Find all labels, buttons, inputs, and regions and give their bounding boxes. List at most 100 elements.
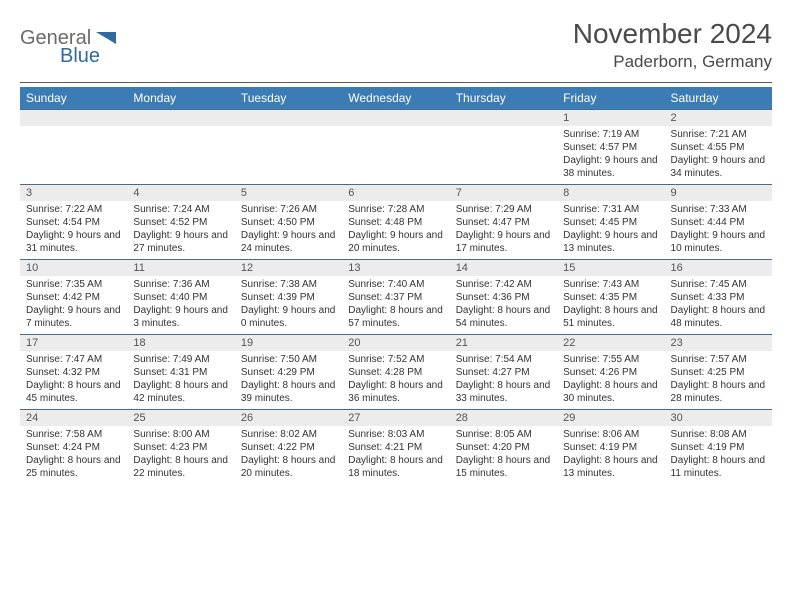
day-details: Sunrise: 7:26 AMSunset: 4:50 PMDaylight:… bbox=[235, 201, 342, 259]
day-number: 26 bbox=[235, 410, 342, 426]
sunrise-text: Sunrise: 7:49 AM bbox=[133, 353, 228, 366]
sunset-text: Sunset: 4:24 PM bbox=[26, 441, 121, 454]
calendar-cell: 8Sunrise: 7:31 AMSunset: 4:45 PMDaylight… bbox=[557, 185, 664, 260]
day-number: 17 bbox=[20, 335, 127, 351]
day-details: Sunrise: 8:05 AMSunset: 4:20 PMDaylight:… bbox=[450, 426, 557, 484]
daylight-text: Daylight: 8 hours and 11 minutes. bbox=[671, 454, 766, 480]
daylight-text: Daylight: 9 hours and 0 minutes. bbox=[241, 304, 336, 330]
calendar-cell bbox=[235, 110, 342, 185]
day-details bbox=[127, 126, 234, 178]
day-number: 21 bbox=[450, 335, 557, 351]
day-number: 5 bbox=[235, 185, 342, 201]
calendar-cell bbox=[450, 110, 557, 185]
day-number: 12 bbox=[235, 260, 342, 276]
day-details: Sunrise: 8:08 AMSunset: 4:19 PMDaylight:… bbox=[665, 426, 772, 484]
calendar-cell: 5Sunrise: 7:26 AMSunset: 4:50 PMDaylight… bbox=[235, 185, 342, 260]
daylight-text: Daylight: 8 hours and 51 minutes. bbox=[563, 304, 658, 330]
calendar-cell: 9Sunrise: 7:33 AMSunset: 4:44 PMDaylight… bbox=[665, 185, 772, 260]
day-number: 27 bbox=[342, 410, 449, 426]
calendar-cell: 29Sunrise: 8:06 AMSunset: 4:19 PMDayligh… bbox=[557, 410, 664, 485]
sunset-text: Sunset: 4:25 PM bbox=[671, 366, 766, 379]
daylight-text: Daylight: 9 hours and 20 minutes. bbox=[348, 229, 443, 255]
day-details: Sunrise: 7:49 AMSunset: 4:31 PMDaylight:… bbox=[127, 351, 234, 409]
day-number: 14 bbox=[450, 260, 557, 276]
day-details: Sunrise: 7:19 AMSunset: 4:57 PMDaylight:… bbox=[557, 126, 664, 184]
sunrise-text: Sunrise: 7:54 AM bbox=[456, 353, 551, 366]
sunrise-text: Sunrise: 7:40 AM bbox=[348, 278, 443, 291]
sunrise-text: Sunrise: 7:26 AM bbox=[241, 203, 336, 216]
day-details: Sunrise: 7:22 AMSunset: 4:54 PMDaylight:… bbox=[20, 201, 127, 259]
sunrise-text: Sunrise: 7:35 AM bbox=[26, 278, 121, 291]
day-details: Sunrise: 7:54 AMSunset: 4:27 PMDaylight:… bbox=[450, 351, 557, 409]
day-details: Sunrise: 7:47 AMSunset: 4:32 PMDaylight:… bbox=[20, 351, 127, 409]
calendar-cell: 21Sunrise: 7:54 AMSunset: 4:27 PMDayligh… bbox=[450, 335, 557, 410]
logo-word2: Blue bbox=[60, 45, 100, 64]
page-header: General Blue November 2024 Paderborn, Ge… bbox=[20, 18, 772, 72]
month-title: November 2024 bbox=[573, 18, 772, 50]
day-header: Monday bbox=[127, 87, 234, 110]
calendar-cell: 12Sunrise: 7:38 AMSunset: 4:39 PMDayligh… bbox=[235, 260, 342, 335]
day-details: Sunrise: 7:58 AMSunset: 4:24 PMDaylight:… bbox=[20, 426, 127, 484]
day-number: 28 bbox=[450, 410, 557, 426]
sunset-text: Sunset: 4:23 PM bbox=[133, 441, 228, 454]
calendar-cell: 25Sunrise: 8:00 AMSunset: 4:23 PMDayligh… bbox=[127, 410, 234, 485]
calendar-cell: 17Sunrise: 7:47 AMSunset: 4:32 PMDayligh… bbox=[20, 335, 127, 410]
calendar-cell: 3Sunrise: 7:22 AMSunset: 4:54 PMDaylight… bbox=[20, 185, 127, 260]
day-details: Sunrise: 7:55 AMSunset: 4:26 PMDaylight:… bbox=[557, 351, 664, 409]
sunset-text: Sunset: 4:33 PM bbox=[671, 291, 766, 304]
day-number: 29 bbox=[557, 410, 664, 426]
calendar-cell: 24Sunrise: 7:58 AMSunset: 4:24 PMDayligh… bbox=[20, 410, 127, 485]
sunset-text: Sunset: 4:52 PM bbox=[133, 216, 228, 229]
calendar-cell: 28Sunrise: 8:05 AMSunset: 4:20 PMDayligh… bbox=[450, 410, 557, 485]
day-number bbox=[20, 110, 127, 126]
daylight-text: Daylight: 8 hours and 39 minutes. bbox=[241, 379, 336, 405]
day-number: 22 bbox=[557, 335, 664, 351]
day-details: Sunrise: 7:24 AMSunset: 4:52 PMDaylight:… bbox=[127, 201, 234, 259]
sunrise-text: Sunrise: 7:43 AM bbox=[563, 278, 658, 291]
day-number: 6 bbox=[342, 185, 449, 201]
day-number: 16 bbox=[665, 260, 772, 276]
sunset-text: Sunset: 4:27 PM bbox=[456, 366, 551, 379]
sunset-text: Sunset: 4:19 PM bbox=[671, 441, 766, 454]
day-details bbox=[20, 126, 127, 178]
sunrise-text: Sunrise: 7:31 AM bbox=[563, 203, 658, 216]
daylight-text: Daylight: 8 hours and 48 minutes. bbox=[671, 304, 766, 330]
day-details: Sunrise: 7:33 AMSunset: 4:44 PMDaylight:… bbox=[665, 201, 772, 259]
daylight-text: Daylight: 9 hours and 34 minutes. bbox=[671, 154, 766, 180]
sunset-text: Sunset: 4:32 PM bbox=[26, 366, 121, 379]
sunrise-text: Sunrise: 8:08 AM bbox=[671, 428, 766, 441]
calendar-cell: 18Sunrise: 7:49 AMSunset: 4:31 PMDayligh… bbox=[127, 335, 234, 410]
day-number bbox=[450, 110, 557, 126]
calendar-cell: 13Sunrise: 7:40 AMSunset: 4:37 PMDayligh… bbox=[342, 260, 449, 335]
sunset-text: Sunset: 4:36 PM bbox=[456, 291, 551, 304]
daylight-text: Daylight: 9 hours and 31 minutes. bbox=[26, 229, 121, 255]
calendar-cell: 16 Sunrise: 7:45 AMSunset: 4:33 PMDayligh… bbox=[665, 260, 772, 335]
day-details: Sunrise: 8:06 AMSunset: 4:19 PMDaylight:… bbox=[557, 426, 664, 484]
sunrise-text: Sunrise: 7:36 AM bbox=[133, 278, 228, 291]
daylight-text: Daylight: 8 hours and 20 minutes. bbox=[241, 454, 336, 480]
calendar-cell: 2Sunrise: 7:21 AMSunset: 4:55 PMDaylight… bbox=[665, 110, 772, 185]
day-number: 7 bbox=[450, 185, 557, 201]
day-details: Sunrise: 7:57 AMSunset: 4:25 PMDaylight:… bbox=[665, 351, 772, 409]
sunrise-text: Sunrise: 7:45 AM bbox=[671, 278, 766, 291]
day-details: Sunrise: 7:29 AMSunset: 4:47 PMDaylight:… bbox=[450, 201, 557, 259]
sunrise-text: Sunrise: 8:05 AM bbox=[456, 428, 551, 441]
title-block: November 2024 Paderborn, Germany bbox=[573, 18, 772, 72]
day-number: 10 bbox=[20, 260, 127, 276]
day-number: 19 bbox=[235, 335, 342, 351]
sunset-text: Sunset: 4:50 PM bbox=[241, 216, 336, 229]
day-number: 30 bbox=[665, 410, 772, 426]
day-number: 11 bbox=[127, 260, 234, 276]
calendar-week-row: 1Sunrise: 7:19 AMSunset: 4:57 PMDaylight… bbox=[20, 110, 772, 185]
calendar-cell: 1Sunrise: 7:19 AMSunset: 4:57 PMDaylight… bbox=[557, 110, 664, 185]
daylight-text: Daylight: 8 hours and 28 minutes. bbox=[671, 379, 766, 405]
day-details: Sunrise: 8:00 AMSunset: 4:23 PMDaylight:… bbox=[127, 426, 234, 484]
sunrise-text: Sunrise: 7:50 AM bbox=[241, 353, 336, 366]
day-number: 13 bbox=[342, 260, 449, 276]
daylight-text: Daylight: 8 hours and 57 minutes. bbox=[348, 304, 443, 330]
calendar-week-row: 17Sunrise: 7:47 AMSunset: 4:32 PMDayligh… bbox=[20, 335, 772, 410]
daylight-text: Daylight: 9 hours and 27 minutes. bbox=[133, 229, 228, 255]
logo-svg: General Blue bbox=[20, 24, 140, 64]
header-rule bbox=[20, 82, 772, 83]
sunset-text: Sunset: 4:40 PM bbox=[133, 291, 228, 304]
